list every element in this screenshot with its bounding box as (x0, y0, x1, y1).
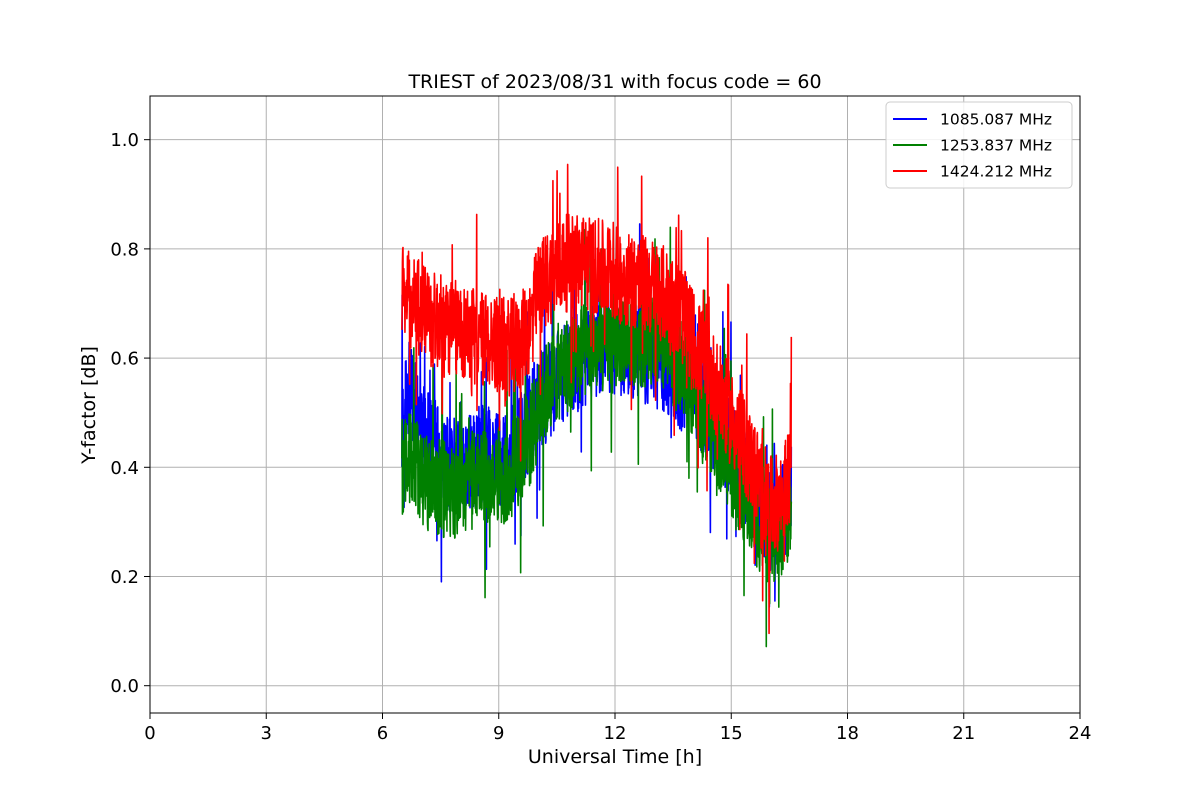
x-tick-label: 6 (377, 723, 388, 744)
legend-label: 1424.212 MHz (940, 163, 1052, 181)
y-tick-label: 0.6 (110, 349, 139, 370)
x-tick-label: 15 (720, 723, 743, 744)
chart-title: TRIEST of 2023/08/31 with focus code = 6… (407, 71, 821, 93)
y-tick-label: 0.4 (110, 458, 139, 479)
y-tick-label: 0.0 (110, 676, 139, 697)
x-tick-label: 9 (493, 723, 504, 744)
legend-label: 1253.837 MHz (940, 137, 1052, 155)
x-tick-label: 0 (144, 723, 155, 744)
y-axis-label: Y-factor [dB] (78, 346, 100, 465)
y-axis-ticks: 0.0 0.2 0.4 0.6 0.8 1.0 (110, 130, 150, 697)
series-line (401, 163, 793, 635)
x-tick-label: 24 (1069, 723, 1092, 744)
y-tick-label: 0.2 (110, 567, 139, 588)
y-tick-label: 0.8 (110, 239, 139, 260)
y-tick-label: 1.0 (110, 130, 139, 151)
x-tick-label: 12 (604, 723, 627, 744)
legend: 1085.087 MHz 1253.837 MHz 1424.212 MHz (885, 101, 1073, 189)
legend-label: 1085.087 MHz (940, 111, 1052, 129)
legend-box (885, 101, 1073, 189)
series-layer (401, 163, 793, 648)
x-tick-label: 3 (261, 723, 272, 744)
x-tick-label: 18 (836, 723, 859, 744)
x-axis-label: Universal Time [h] (528, 746, 702, 768)
x-tick-label: 21 (952, 723, 975, 744)
x-axis-ticks: 0 3 6 9 12 15 18 21 24 (144, 713, 1091, 744)
